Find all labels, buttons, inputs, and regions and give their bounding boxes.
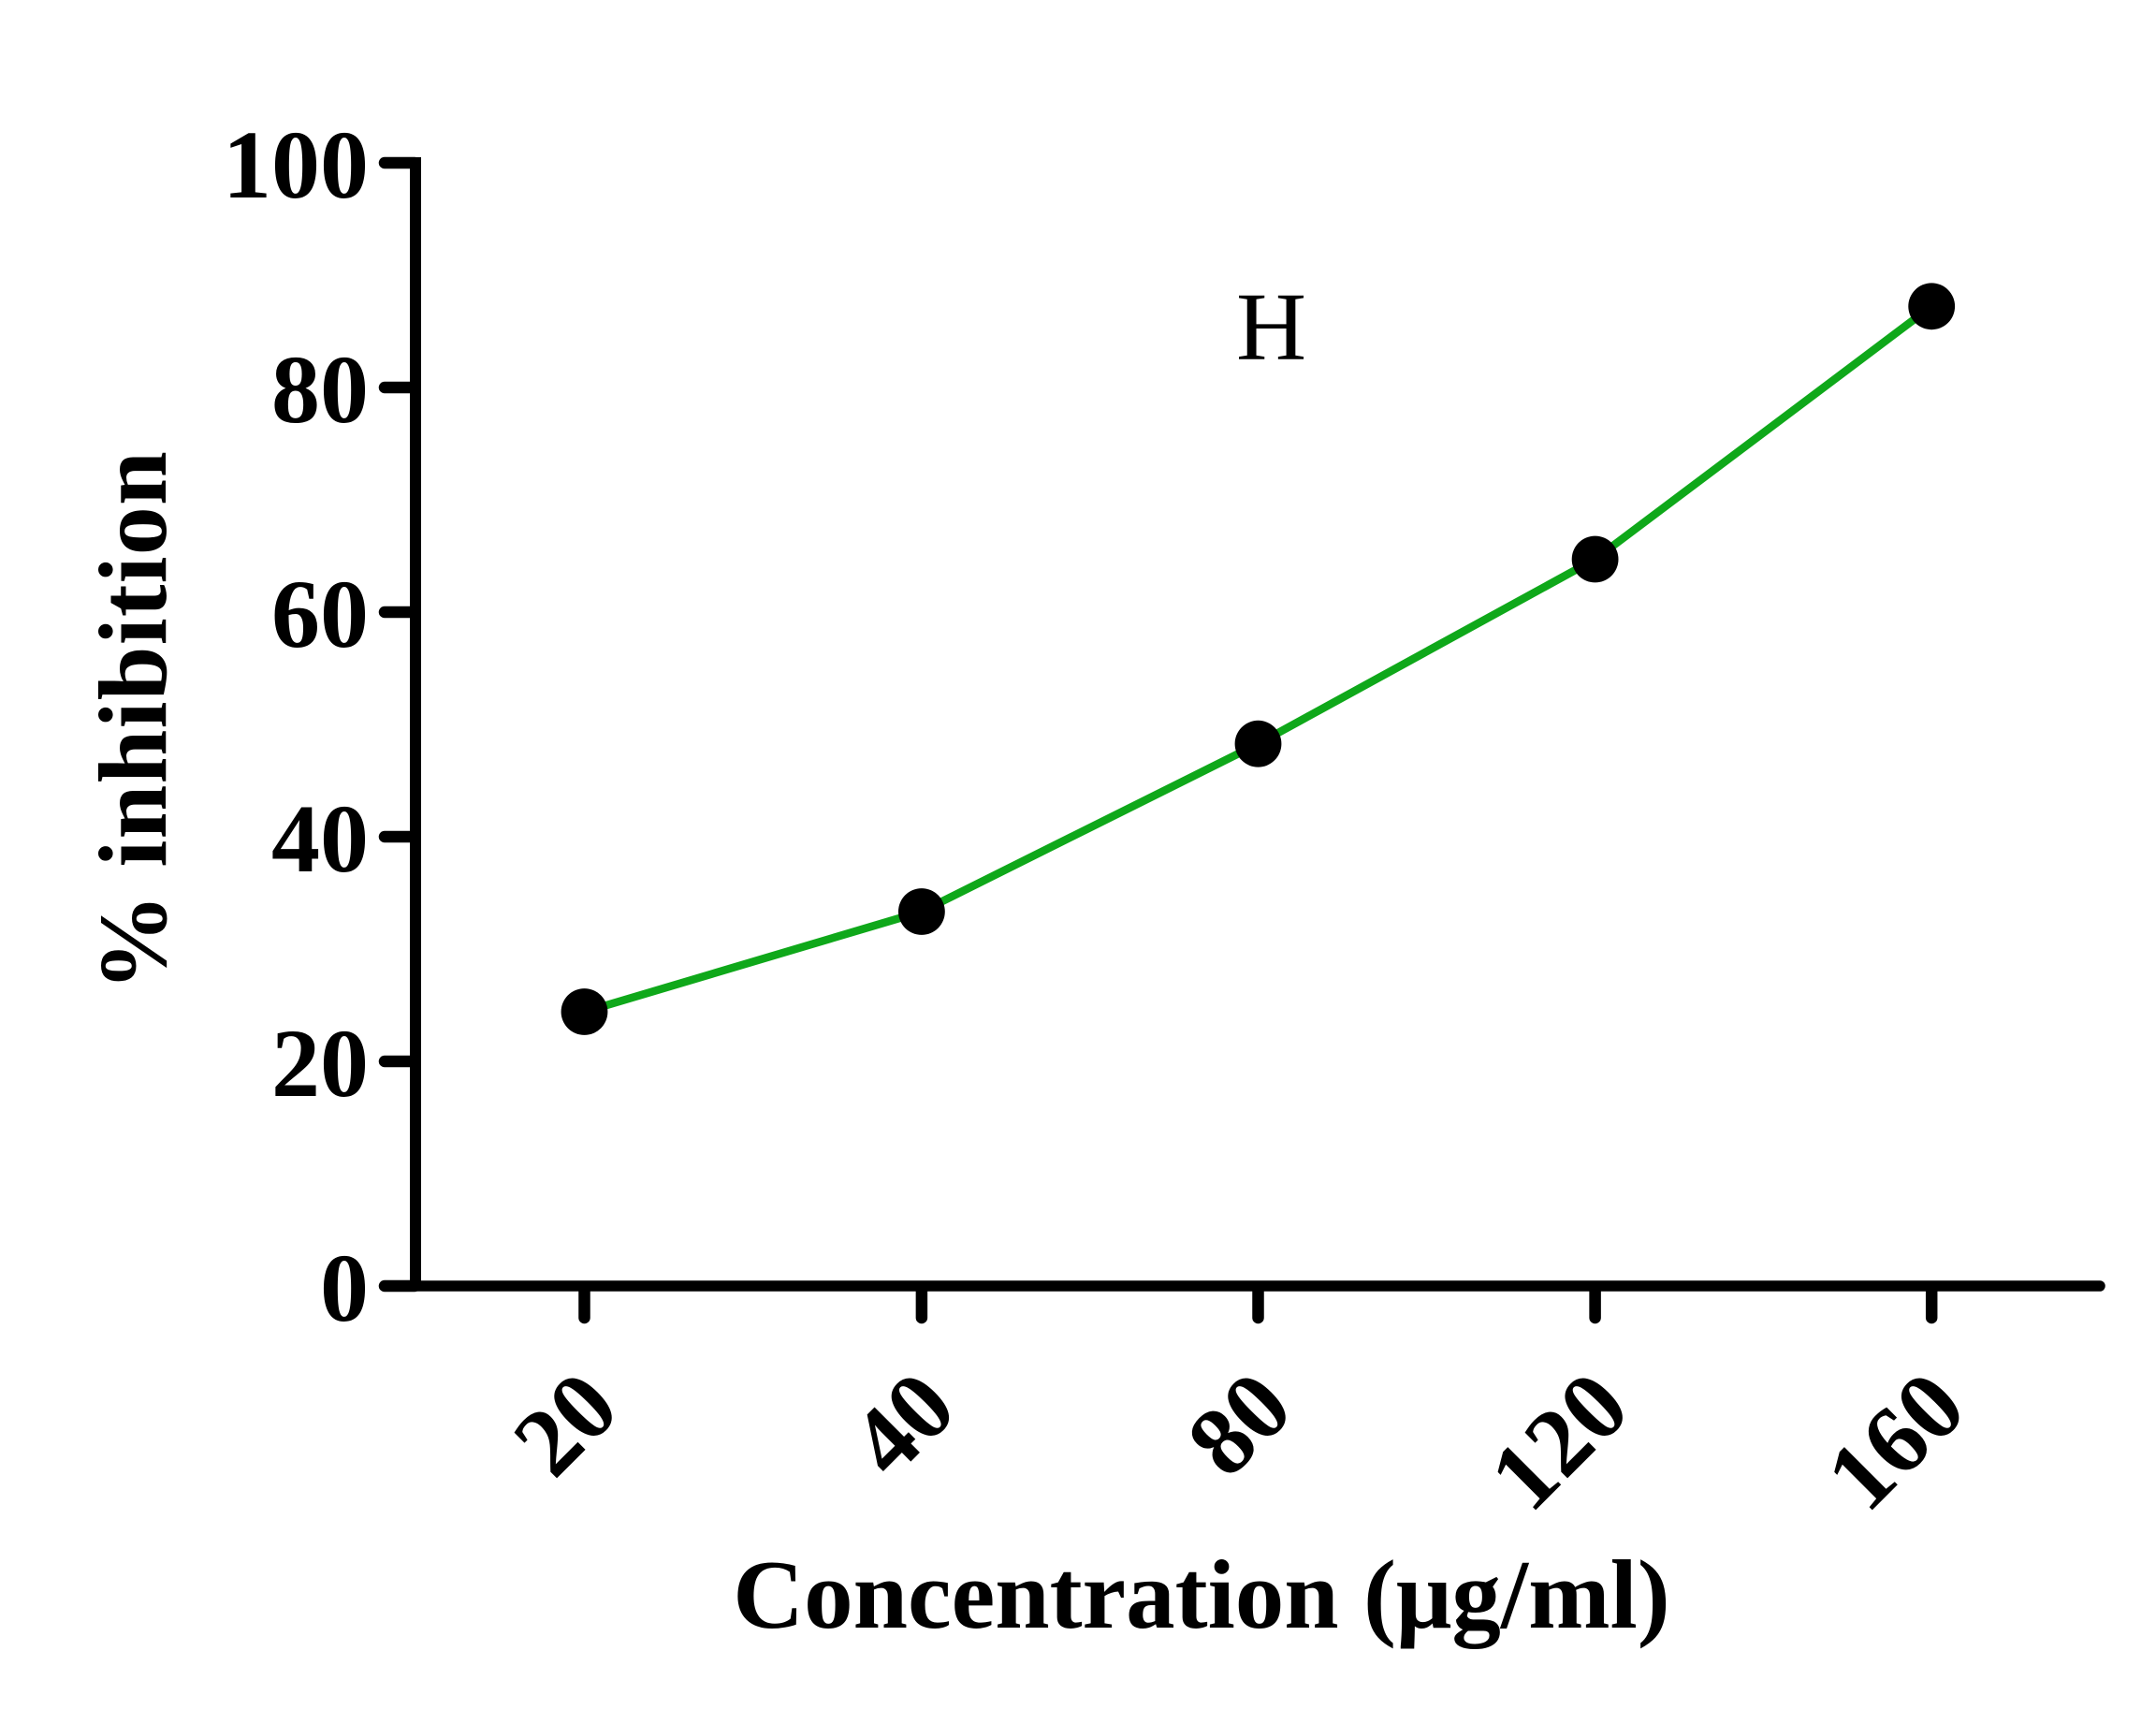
svg-text:% inhibition: % inhibition	[80, 450, 187, 991]
svg-text:20: 20	[271, 1010, 369, 1118]
svg-text:0: 0	[320, 1235, 369, 1342]
svg-text:Concentration (μg/ml): Concentration (μg/ml)	[733, 1540, 1669, 1649]
svg-text:80: 80	[271, 336, 369, 444]
svg-text:H: H	[1236, 273, 1306, 381]
svg-text:100: 100	[223, 111, 369, 219]
svg-text:60: 60	[271, 561, 369, 668]
svg-text:40: 40	[271, 785, 369, 893]
